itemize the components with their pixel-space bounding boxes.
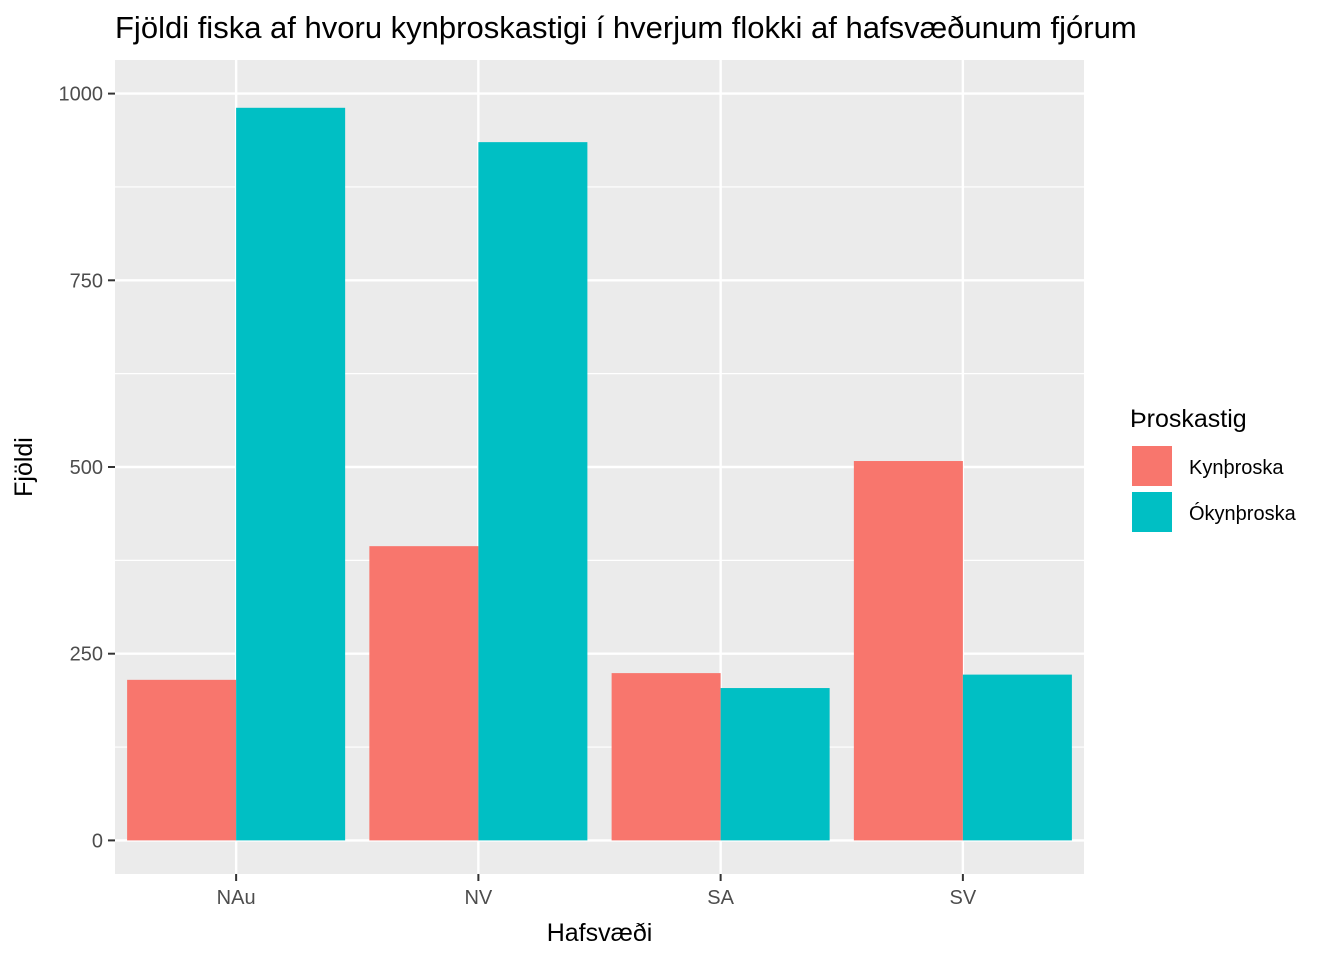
x-axis-title: Hafsvæði — [547, 919, 653, 947]
bar — [236, 107, 346, 841]
bar — [720, 688, 830, 841]
bar — [478, 142, 588, 841]
y-tick-label: 750 — [70, 270, 103, 292]
x-axis: NAu NV SA SV — [217, 874, 977, 909]
x-tick-label: NAu — [217, 887, 256, 909]
y-tick-label: 1000 — [59, 84, 104, 106]
y-tick-label: 500 — [70, 457, 103, 479]
x-tick-label: SV — [950, 887, 977, 909]
legend: Þroskastig Kynþroska Ókynþroska — [1130, 405, 1297, 534]
bar — [962, 674, 1072, 841]
bar — [127, 679, 237, 841]
legend-label: Kynþroska — [1189, 457, 1284, 479]
bar — [853, 461, 963, 841]
legend-label: Ókynþroska — [1189, 502, 1297, 525]
legend-title: Þroskastig — [1130, 405, 1247, 433]
bars — [127, 107, 1072, 841]
chart-title: Fjöldi fiska af hvoru kynþroskastigi í h… — [115, 10, 1137, 45]
x-tick-label: SA — [707, 887, 734, 909]
y-tick-label: 250 — [70, 644, 103, 666]
x-tick-label: NV — [464, 887, 492, 909]
y-axis-title: Fjöldi — [10, 437, 38, 497]
bar — [611, 673, 721, 841]
legend-key — [1130, 490, 1174, 534]
legend-key — [1130, 444, 1174, 488]
y-axis: 0 250 500 750 1000 — [59, 84, 115, 852]
y-tick-label: 0 — [92, 830, 103, 852]
bar — [369, 546, 479, 841]
legend-items: Kynþroska Ókynþroska — [1130, 444, 1297, 534]
